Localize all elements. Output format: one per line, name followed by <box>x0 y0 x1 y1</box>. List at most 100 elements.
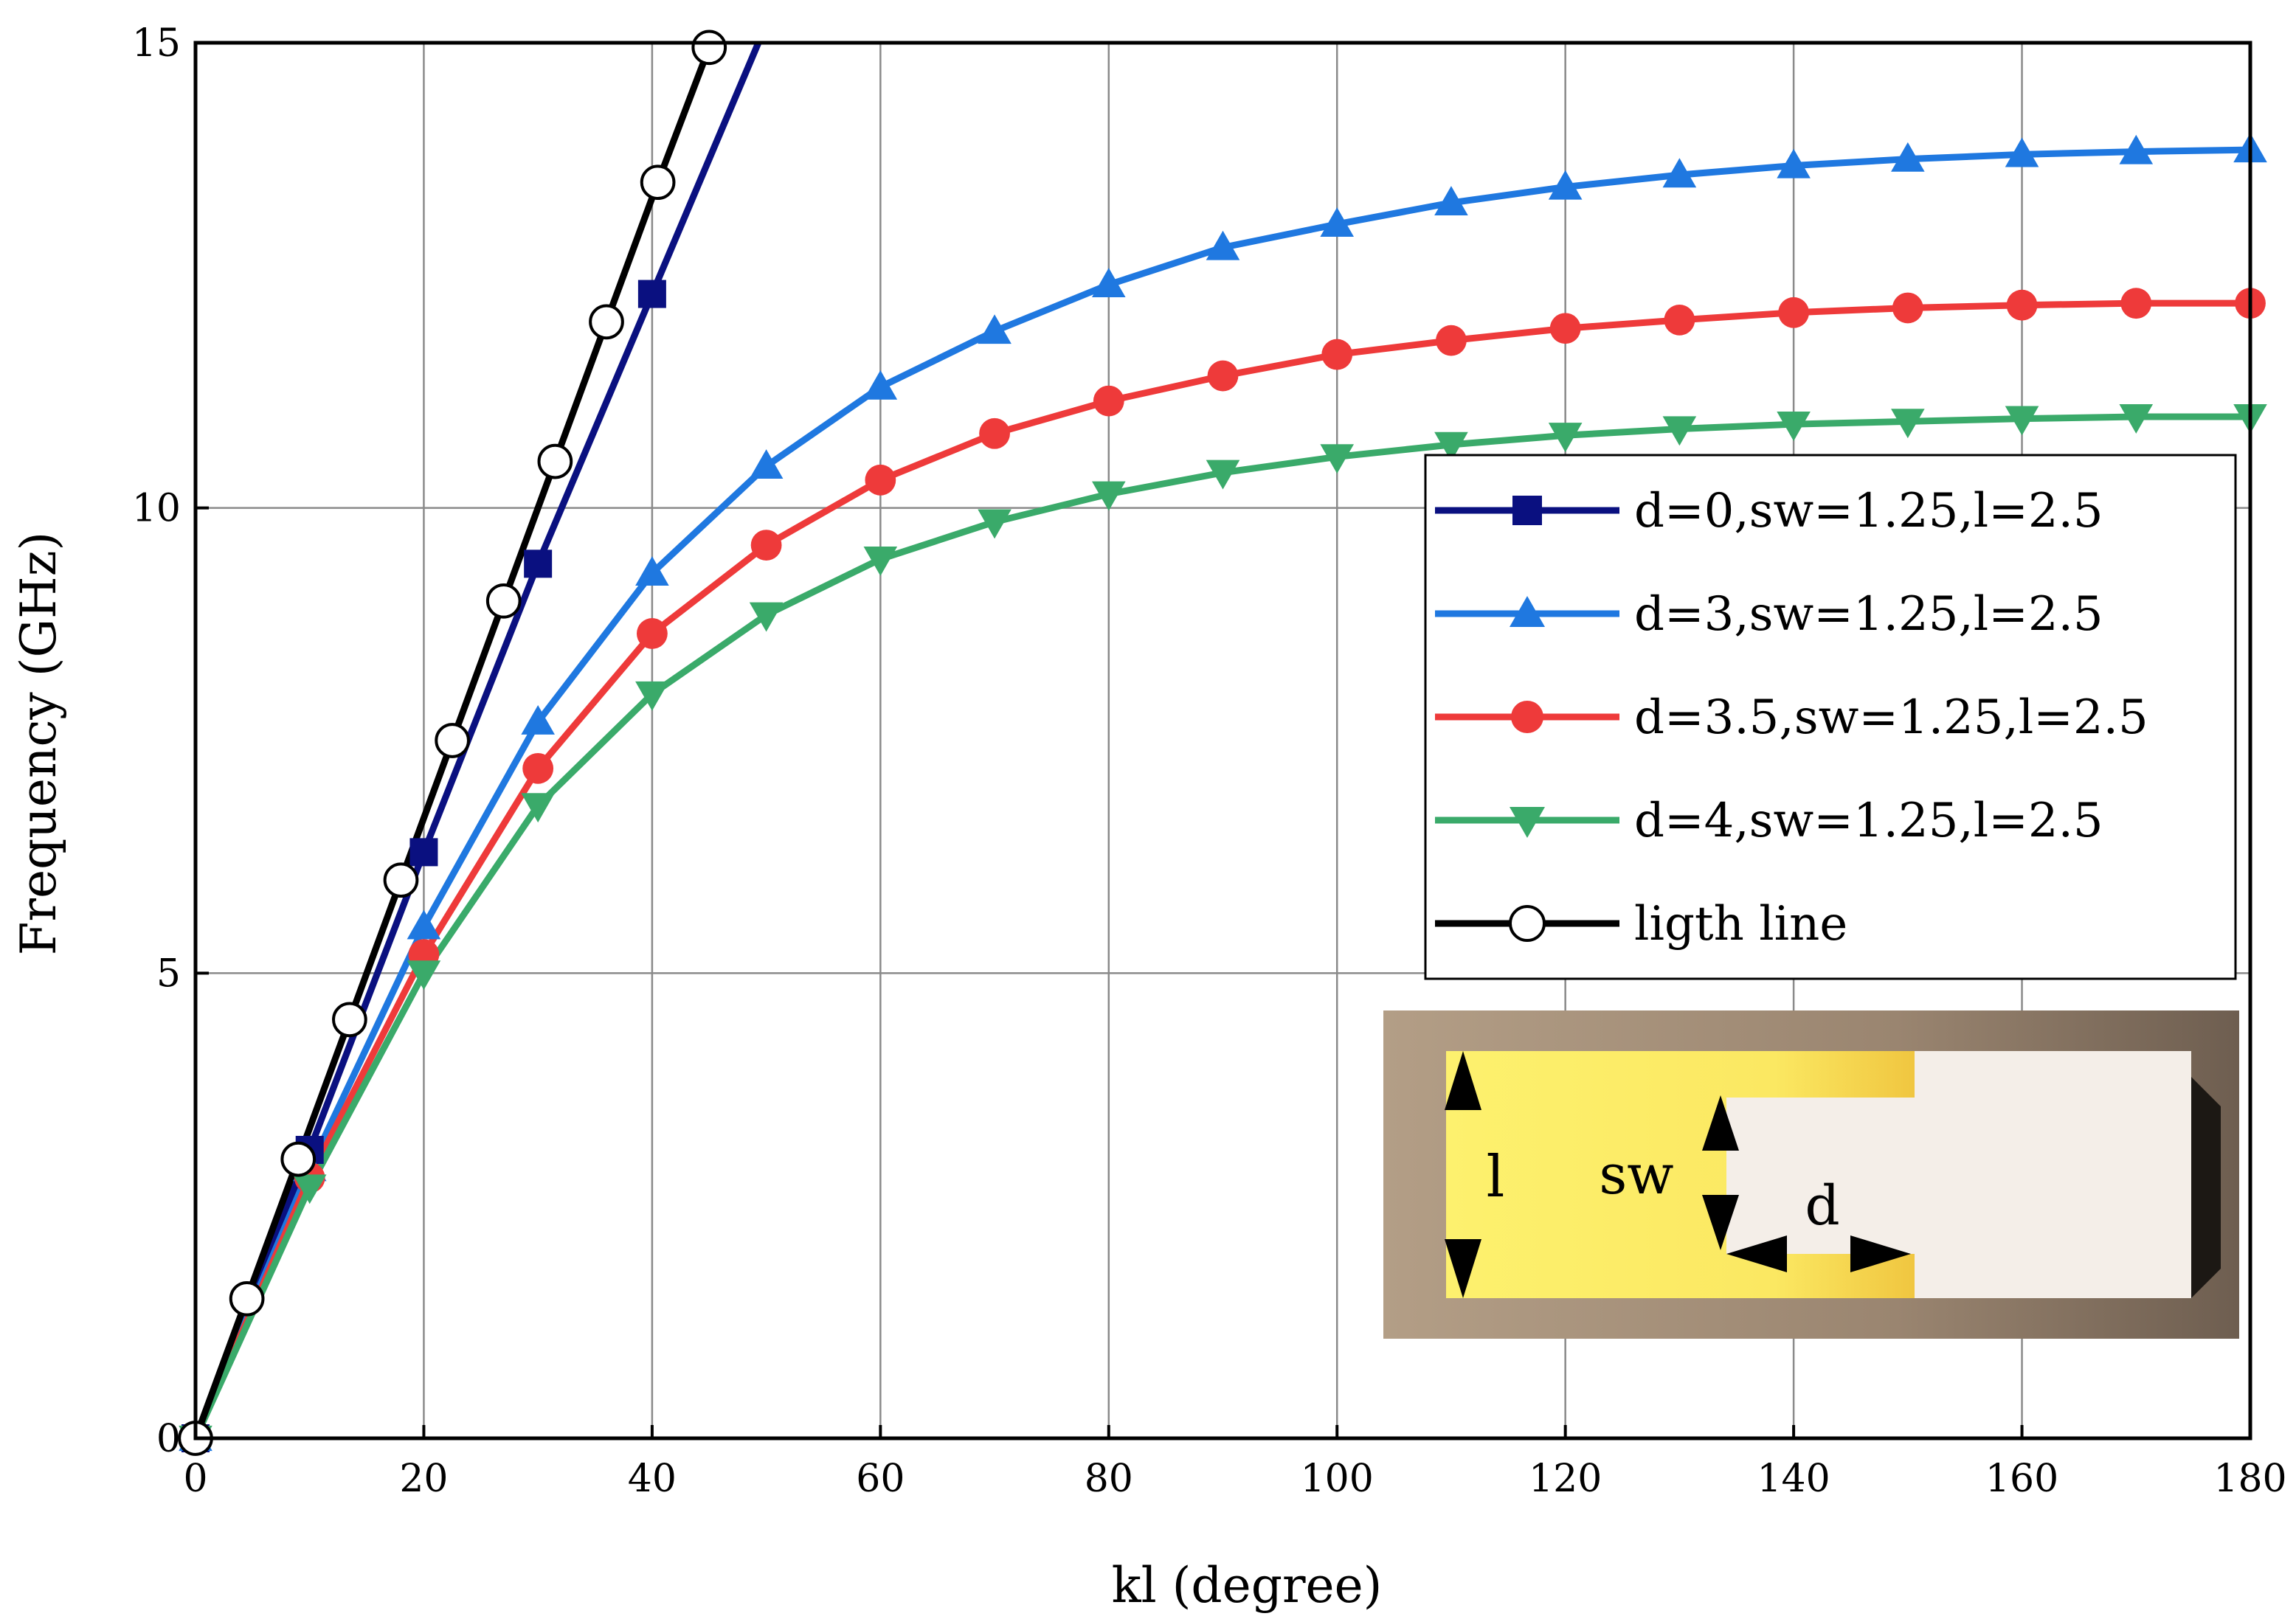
legend-label: d=4,sw=1.25,l=2.5 <box>1634 794 2103 848</box>
data-point <box>1510 596 1545 627</box>
data-point <box>2005 406 2039 436</box>
data-point <box>409 838 438 867</box>
inset-image-unit-cell: l sw d <box>1383 1010 2239 1339</box>
series-markers <box>178 30 2267 1456</box>
data-point <box>521 793 555 823</box>
data-point <box>1321 339 1353 370</box>
series-line <box>196 43 715 1438</box>
data-point <box>636 618 668 649</box>
x-tick-label: 160 <box>1985 1457 2058 1501</box>
data-point <box>1892 292 1923 324</box>
data-point <box>979 417 1010 449</box>
data-point <box>1549 313 1581 344</box>
inset-label-l: l <box>1487 1144 1505 1210</box>
data-point <box>2120 288 2152 319</box>
legend-label: d=3.5,sw=1.25,l=2.5 <box>1634 690 2148 745</box>
data-point <box>485 583 522 619</box>
data-point <box>1778 297 1810 328</box>
arrow-l-down <box>1445 1239 1481 1298</box>
data-point <box>589 304 624 340</box>
data-point <box>637 280 666 308</box>
data-point <box>978 314 1012 344</box>
data-point <box>1320 207 1355 238</box>
y-tick-label: 0 <box>156 1417 181 1461</box>
legend-label: d=3,sw=1.25,l=2.5 <box>1634 587 2103 642</box>
data-point <box>978 509 1012 539</box>
inset-label-d: d <box>1805 1174 1839 1238</box>
x-axis-title: kl (degree) <box>1112 1557 1383 1614</box>
data-point <box>635 556 669 586</box>
data-point <box>407 909 441 940</box>
inset-substrate-shadow <box>2191 1077 2221 1298</box>
data-point <box>1548 423 1583 453</box>
y-tick-label: 15 <box>132 21 181 66</box>
x-tick-label: 60 <box>856 1457 905 1501</box>
data-point <box>749 449 784 479</box>
data-point <box>863 546 898 576</box>
data-point <box>1891 409 1925 439</box>
y-tick-label: 10 <box>132 487 181 531</box>
data-point <box>1436 325 1467 356</box>
data-point <box>2119 134 2154 164</box>
data-point <box>280 1141 317 1177</box>
data-point <box>1434 186 1468 216</box>
arrow-l-up <box>1445 1051 1481 1110</box>
series-line <box>196 43 762 1438</box>
data-point <box>1662 158 1697 188</box>
data-point <box>635 681 669 711</box>
data-point <box>332 1002 367 1038</box>
arrow-sw-down <box>1702 1195 1739 1250</box>
data-point <box>1093 385 1124 417</box>
x-tick-label: 20 <box>399 1457 448 1501</box>
data-point <box>1662 416 1697 446</box>
data-point <box>1206 230 1240 260</box>
data-point <box>1434 431 1468 462</box>
data-point <box>1891 142 1925 172</box>
data-point <box>435 723 470 758</box>
data-point <box>1512 496 1542 525</box>
x-tick-label: 180 <box>2213 1457 2286 1501</box>
data-point <box>691 30 727 66</box>
data-point <box>522 752 554 784</box>
data-point <box>521 704 555 735</box>
data-point <box>1091 481 1126 511</box>
data-point <box>1207 360 1239 392</box>
x-tick-label: 0 <box>183 1457 207 1501</box>
data-point <box>2005 137 2039 167</box>
data-point <box>865 464 896 496</box>
data-point <box>229 1280 265 1317</box>
arrow-d-right <box>1850 1235 1911 1272</box>
data-point <box>863 370 898 400</box>
arrow-d-left <box>1726 1235 1787 1272</box>
data-point <box>1206 460 1240 490</box>
data-point <box>383 862 419 898</box>
y-tick-label: 5 <box>156 951 181 996</box>
legend: d=0,sw=1.25,l=2.5 d=3,sw=1.25,l=2.5 d=3.5,… <box>1424 454 2237 980</box>
arrow-sw-up <box>1702 1095 1739 1151</box>
x-tick-label: 40 <box>628 1457 677 1501</box>
data-point <box>292 1174 327 1204</box>
data-point <box>524 550 553 578</box>
data-point <box>1777 412 1811 441</box>
data-point <box>1664 304 1695 336</box>
data-point <box>1320 444 1355 474</box>
inset-conductor <box>1446 1051 1915 1298</box>
x-tick-label: 120 <box>1529 1457 1602 1501</box>
legend-label: d=0,sw=1.25,l=2.5 <box>1634 484 2103 538</box>
x-tick-label: 100 <box>1301 1457 1374 1501</box>
data-point <box>407 960 441 991</box>
data-point <box>1548 170 1583 200</box>
plot-area-frame <box>193 41 2252 1441</box>
legend-box <box>1424 454 2237 980</box>
y-axis-title: Frequency (GHz) <box>10 532 67 956</box>
axis-ticks: 0 20 40 60 80 100 120 140 160 180 0 5 10 15 <box>132 21 2287 1501</box>
data-point <box>2119 403 2154 434</box>
data-point <box>1091 268 1126 298</box>
data-point <box>1777 148 1811 178</box>
data-point <box>537 443 573 479</box>
data-point <box>750 530 782 561</box>
data-point <box>749 602 784 632</box>
inset-label-sw: sw <box>1599 1143 1673 1207</box>
data-point <box>1509 905 1546 942</box>
